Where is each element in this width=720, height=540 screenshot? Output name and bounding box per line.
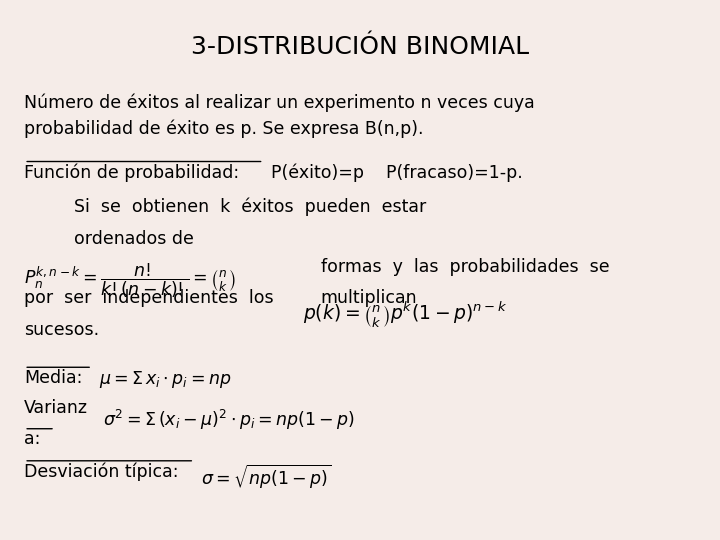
Text: por  ser  independientes  los: por ser independientes los (24, 289, 274, 307)
Text: a:: a: (24, 430, 40, 448)
Text: $\sigma = \sqrt{np(1-p)}$: $\sigma = \sqrt{np(1-p)}$ (202, 462, 332, 490)
Text: formas  y  las  probabilidades  se: formas y las probabilidades se (320, 258, 609, 276)
Text: Media:: Media: (24, 369, 83, 387)
Text: P(éxito)=p    P(fracaso)=1-p.: P(éxito)=p P(fracaso)=1-p. (271, 163, 523, 181)
Text: $P_n^{k,n-k} = \dfrac{n!}{k!(n-k)!} = \binom{n}{k}$: $P_n^{k,n-k} = \dfrac{n!}{k!(n-k)!} = \b… (24, 262, 236, 300)
Text: sucesos.: sucesos. (24, 321, 99, 339)
Text: ordenados de: ordenados de (74, 230, 194, 248)
Text: multiplican: multiplican (320, 289, 418, 307)
Text: $\mu = \Sigma\, x_i \cdot p_i = np$: $\mu = \Sigma\, x_i \cdot p_i = np$ (99, 369, 232, 390)
Text: Número de éxitos al realizar un experimento n veces cuya
probabilidad de éxito e: Número de éxitos al realizar un experime… (24, 93, 535, 138)
Text: $\sigma^2 = \Sigma\,(x_i - \mu)^2 \cdot p_i = np(1-p)$: $\sigma^2 = \Sigma\,(x_i - \mu)^2 \cdot … (103, 408, 354, 432)
Text: Varianz: Varianz (24, 400, 89, 417)
Text: 3-DISTRIBUCIÓN BINOMIAL: 3-DISTRIBUCIÓN BINOMIAL (191, 35, 529, 59)
Text: Desviación típica:: Desviación típica: (24, 462, 179, 481)
Text: Si  se  obtienen  k  éxitos  pueden  estar: Si se obtienen k éxitos pueden estar (74, 198, 426, 217)
Text: Función de probabilidad:: Función de probabilidad: (24, 163, 239, 181)
Text: $p(k) = \binom{n}{k}p^k(1-p)^{n-k}$: $p(k) = \binom{n}{k}p^k(1-p)^{n-k}$ (303, 299, 507, 330)
